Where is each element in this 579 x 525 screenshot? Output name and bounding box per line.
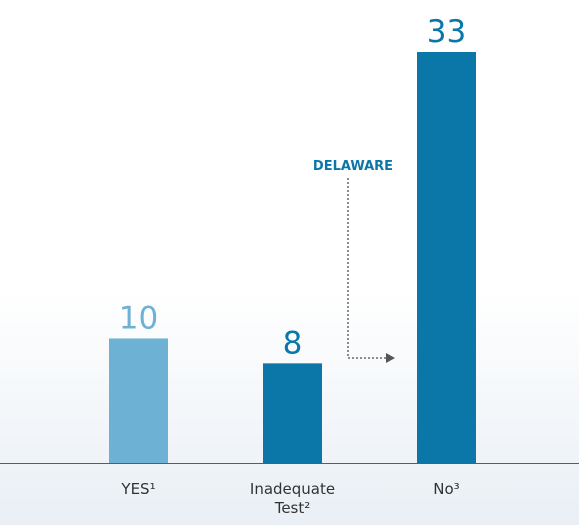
x-tick-label: No³: [433, 480, 460, 498]
annotation: DELAWARE: [313, 159, 393, 174]
bar: [109, 338, 168, 463]
annotation-arrow: [347, 178, 386, 359]
x-tick-label: Inadequate Test²: [249, 480, 336, 517]
bar: [417, 52, 476, 463]
x-tick-label: YES¹: [121, 480, 156, 498]
value-label: 33: [427, 14, 466, 50]
value-label: 10: [119, 300, 158, 336]
arrow-head: [386, 353, 395, 363]
value-label: 8: [283, 325, 303, 361]
bar: [263, 363, 322, 463]
